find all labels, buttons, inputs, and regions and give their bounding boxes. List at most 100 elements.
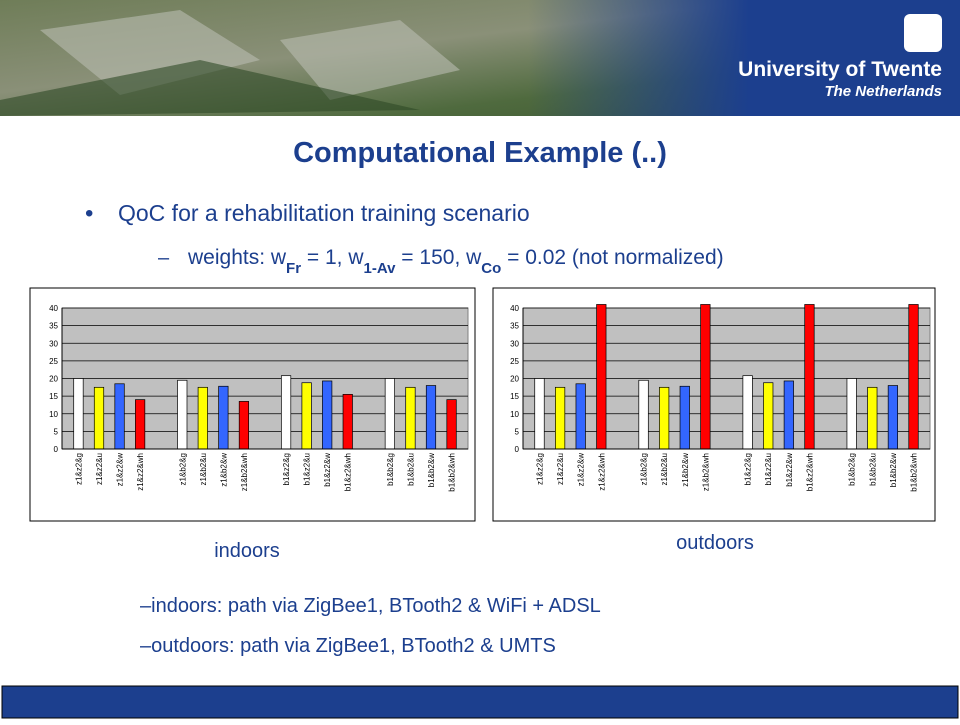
x-tick-label: b1&b2&u xyxy=(406,453,415,486)
bar xyxy=(763,382,774,450)
chart: 0 5 10 15 20 25 30 35 40 z1&z2&g z1&z2&u z1&z2&w z1&… xyxy=(29,287,476,522)
x-tick-label: z1&b2&g xyxy=(640,453,649,485)
text-part: weights: w xyxy=(187,246,287,269)
bar xyxy=(322,380,333,450)
y-tick-label: 40 xyxy=(510,304,519,313)
bar xyxy=(679,385,690,450)
text-part: = 0.02 (not normalized) xyxy=(501,246,723,269)
bar xyxy=(425,385,437,450)
y-tick-label: 35 xyxy=(510,322,519,331)
y-tick-label: 30 xyxy=(49,339,58,348)
bar xyxy=(218,385,229,450)
x-tick-label: b1&z2&u xyxy=(303,453,312,485)
x-tick-label: z1&z2&w xyxy=(577,453,586,487)
bullet-dot: • xyxy=(85,200,93,227)
bar xyxy=(73,378,84,450)
x-tick-label: b1&z2&wh xyxy=(805,453,814,491)
bar xyxy=(700,304,711,450)
y-tick-label: 40 xyxy=(49,304,58,313)
bar xyxy=(659,386,670,450)
note: –indoors: path via ZigBee1, BTooth2 & Wi… xyxy=(140,595,601,617)
x-tick-label: z1&b2&u xyxy=(199,453,208,485)
bar xyxy=(197,386,208,450)
x-tick-label: b1&z2&u xyxy=(764,453,773,485)
x-tick-label: z1&b2&wh xyxy=(701,453,710,491)
bar xyxy=(177,379,188,450)
chart: 0 5 10 15 20 25 30 35 40 z1&z2&g z1&z2&u z1&z2&w z1&… xyxy=(492,287,936,522)
subscript: Fr xyxy=(286,260,301,277)
footer-bar xyxy=(1,685,959,719)
bar xyxy=(405,386,416,450)
country: The Netherlands xyxy=(824,83,942,100)
text-part: = 150, w xyxy=(395,246,482,269)
bar xyxy=(846,378,857,450)
bar xyxy=(887,385,898,450)
sub-bullet: weights: wFr = 1, w1-Av = 150, wCo = 0.0… xyxy=(187,246,724,277)
x-tick-label: b1&b2&wh xyxy=(448,453,457,492)
y-tick-label: 5 xyxy=(54,427,59,436)
bar xyxy=(93,386,105,450)
x-tick-label: b1&b2&g xyxy=(848,453,857,486)
header: University of Twente The Netherlands xyxy=(0,0,960,116)
x-tick-label: z1&z2&g xyxy=(535,453,544,485)
x-tick-label: z1&b2&w xyxy=(219,453,228,487)
y-tick-label: 10 xyxy=(49,410,58,419)
chart-label: outdoors xyxy=(676,532,754,554)
y-tick-label: 25 xyxy=(510,357,519,366)
y-tick-label: 0 xyxy=(54,445,59,454)
x-tick-label: b1&b2&wh xyxy=(910,453,919,492)
y-tick-label: 35 xyxy=(49,322,58,331)
header-fade xyxy=(0,0,960,116)
x-tick-label: b1&z2&g xyxy=(282,453,291,485)
x-tick-label: z1&b2&wh xyxy=(240,453,249,491)
bar xyxy=(908,304,919,450)
y-tick-label: 20 xyxy=(49,375,58,384)
bar xyxy=(555,386,566,450)
bar xyxy=(867,386,878,450)
bar xyxy=(575,383,586,450)
y-tick-label: 5 xyxy=(515,427,520,436)
chart-label: indoors xyxy=(214,540,280,562)
x-tick-label: z1&b2&u xyxy=(660,453,669,485)
bar xyxy=(342,394,353,450)
x-tick-label: b1&z2&w xyxy=(323,453,332,487)
x-tick-label: b1&z2&w xyxy=(785,453,794,487)
bar xyxy=(534,378,545,450)
x-tick-label: z1&z2&w xyxy=(116,453,125,487)
bar xyxy=(238,401,250,450)
x-tick-label: z1&z2&u xyxy=(556,453,565,485)
x-tick-label: z1&z2&u xyxy=(95,453,104,485)
x-tick-label: b1&b2&u xyxy=(868,453,877,486)
bar xyxy=(135,399,146,450)
note: –outdoors: path via ZigBee1, BTooth2 & U… xyxy=(140,635,556,657)
bar xyxy=(742,375,753,450)
text-part: = 1, w xyxy=(301,246,364,269)
bar xyxy=(114,383,125,450)
x-tick-label: z1&z2&wh xyxy=(597,453,606,491)
x-tick-label: z1&z2&wh xyxy=(136,453,145,491)
y-tick-label: 0 xyxy=(515,445,520,454)
y-tick-label: 10 xyxy=(510,410,519,419)
x-tick-label: b1&z2&g xyxy=(744,453,753,485)
x-tick-label: b1&b2&w xyxy=(889,453,898,487)
y-tick-label: 20 xyxy=(510,375,519,384)
bullet: QoC for a rehabilitation training scenar… xyxy=(118,200,530,226)
bar xyxy=(596,304,607,450)
x-tick-label: z1&b2&w xyxy=(681,453,690,487)
y-tick-label: 15 xyxy=(49,392,58,401)
bar xyxy=(446,399,457,450)
subscript: Co xyxy=(481,260,501,277)
bar xyxy=(783,380,794,450)
y-tick-label: 15 xyxy=(510,392,519,401)
y-tick-label: 25 xyxy=(49,357,58,366)
slide-title: Computational Example (..) xyxy=(293,137,667,169)
x-tick-label: z1&b2&g xyxy=(178,453,187,485)
bar xyxy=(301,382,312,450)
university: University of Twente xyxy=(738,58,942,81)
bar xyxy=(384,378,395,450)
bar xyxy=(280,375,292,450)
y-tick-label: 30 xyxy=(510,339,519,348)
x-tick-label: b1&b2&g xyxy=(386,453,395,486)
bar xyxy=(804,304,815,450)
